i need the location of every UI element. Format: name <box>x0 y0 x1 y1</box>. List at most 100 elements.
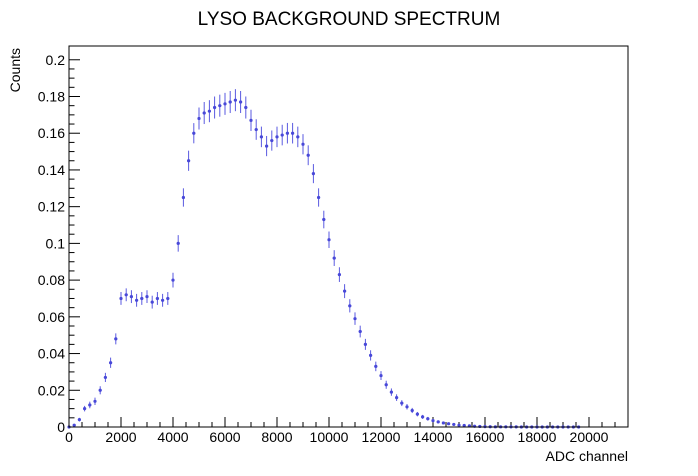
data-point <box>72 423 76 427</box>
x-tick-label: 16000 <box>466 429 505 445</box>
axis-ticks: 0 2000 4000 6000 8000 10000 12000 14000 16000 180… <box>38 52 629 445</box>
data-point <box>244 105 248 110</box>
data-point <box>176 241 180 245</box>
x-tick-label: 18000 <box>518 429 557 445</box>
x-tick-label: 2000 <box>105 429 136 445</box>
data-point <box>322 217 326 222</box>
data-point <box>389 390 393 394</box>
data-point <box>426 417 430 421</box>
data-point <box>254 127 258 132</box>
data-point <box>270 138 274 143</box>
data-point <box>327 238 331 242</box>
data-point <box>181 195 185 200</box>
data-point <box>363 342 367 346</box>
x-tick-label: 8000 <box>261 429 292 445</box>
y-tick-label: 0.12 <box>38 199 65 215</box>
x-tick-label: 6000 <box>209 429 240 445</box>
data-point <box>415 412 419 416</box>
data-point <box>77 418 81 422</box>
x-tick-label: 14000 <box>414 429 453 445</box>
y-tick-label: 0.1 <box>46 235 66 251</box>
data-point <box>358 329 362 334</box>
data-point <box>140 296 144 301</box>
data-point <box>301 142 305 146</box>
data-point <box>384 383 388 387</box>
x-tick-label: 10000 <box>310 429 349 445</box>
data-point <box>228 100 232 104</box>
data-point <box>296 135 300 139</box>
data-point <box>265 144 269 148</box>
y-tick-label: 0 <box>57 419 65 435</box>
x-tick-label: 0 <box>65 429 73 445</box>
data-point <box>369 353 373 357</box>
data-point <box>374 364 378 369</box>
data-point <box>410 408 414 413</box>
data-point <box>109 361 113 365</box>
data-point <box>218 104 222 108</box>
data-point <box>291 131 295 135</box>
data-point <box>98 388 102 392</box>
data-point <box>93 399 97 403</box>
data-point <box>400 401 404 405</box>
data-point <box>223 102 227 106</box>
data-point <box>239 100 243 104</box>
y-tick-label: 0.14 <box>38 162 65 178</box>
data-point <box>431 418 435 423</box>
data-point <box>145 295 149 299</box>
x-tick-label: 20000 <box>570 429 609 445</box>
data-point <box>285 131 289 135</box>
data-point <box>405 405 409 409</box>
plot-frame <box>68 45 629 428</box>
data-point <box>88 403 92 407</box>
data-point <box>207 109 211 113</box>
data-point <box>233 98 237 102</box>
data-point <box>280 133 284 137</box>
data-point <box>129 295 133 299</box>
data-point <box>421 415 425 419</box>
data-point <box>436 420 440 424</box>
y-tick-label: 0.18 <box>38 88 65 104</box>
data-point <box>192 131 196 135</box>
data-point <box>249 118 253 122</box>
x-tick-label: 4000 <box>157 429 188 445</box>
data-point <box>150 300 154 304</box>
x-tick-label: 12000 <box>362 429 401 445</box>
data-point <box>337 273 341 277</box>
y-tick-label: 0.06 <box>38 309 65 325</box>
data-point <box>171 278 175 282</box>
data-point <box>311 172 315 176</box>
data-point <box>135 298 139 302</box>
data-point <box>213 105 217 110</box>
data-point <box>457 423 461 427</box>
data-point <box>447 422 451 426</box>
data-point <box>317 195 321 200</box>
data-point <box>332 256 336 260</box>
data-point <box>202 111 206 115</box>
y-tick-label: 0.16 <box>38 125 65 141</box>
data-point <box>187 159 191 163</box>
data-point <box>441 421 445 425</box>
data-point <box>275 135 279 139</box>
data-point <box>161 298 165 302</box>
y-tick-label: 0.2 <box>46 52 66 68</box>
data-point <box>114 337 118 341</box>
data-point <box>197 116 201 121</box>
data-point <box>478 424 482 429</box>
data-point <box>462 423 466 428</box>
y-tick-label: 0.02 <box>38 382 65 398</box>
data-point <box>306 153 310 157</box>
data-point <box>379 373 383 378</box>
x-axis-label: ADC channel <box>546 448 629 464</box>
y-tick-label: 0.08 <box>38 272 65 288</box>
data-point <box>353 317 357 321</box>
data-point <box>348 304 352 308</box>
data-point <box>259 135 263 139</box>
data-point <box>395 396 399 400</box>
data-point <box>343 289 347 293</box>
data-point <box>155 296 159 301</box>
data-point <box>124 293 128 297</box>
data-point <box>83 407 87 411</box>
data-point <box>166 296 170 301</box>
